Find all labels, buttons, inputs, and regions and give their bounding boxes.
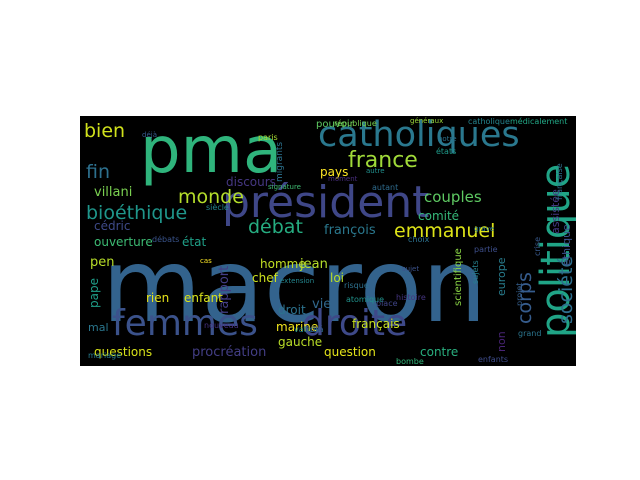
cloud-word: homme [260,257,306,271]
cloud-word: marine [276,320,319,334]
cloud-word: enfant [184,291,223,305]
cloud-word: française [555,163,564,200]
cloud-word: mal [88,321,109,334]
cloud-word: france [348,148,418,173]
cloud-word: femmes [112,303,258,344]
cloud-word: droite [302,303,408,344]
cloud-word: pouvoir [316,119,354,130]
cloud-word: grand [518,329,542,338]
cloud-word: pma [140,116,283,188]
cloud-word: choix [408,235,430,244]
cloud-word: histoire [396,293,426,302]
cloud-word: éthique [560,224,573,266]
cloud-word: président [222,177,430,228]
cloud-word: république [334,119,377,128]
cloud-word: catholique [468,117,510,126]
cloud-word: déjà [142,131,157,139]
cloud-word: vatican [294,325,324,334]
cloud-word: moment [328,175,358,183]
cloud-word: question [324,345,376,359]
cloud-word: rapport [217,265,232,314]
cloud-word: jean [300,257,328,272]
cloud-word: contre [420,345,459,359]
cloud-word: bombe [396,357,424,366]
cloud-word: migrants [275,141,285,182]
cloud-word: loi [330,271,345,285]
cloud-word: atomique [346,295,385,304]
cloud-word: bien [84,120,126,142]
cloud-word: débat [248,216,303,238]
cloud-word: macron [102,227,487,346]
cloud-word: villani [94,185,133,200]
cloud-word: fin [86,161,111,183]
cloud-word: cédric [94,219,131,233]
cloud-word: médicalement [510,117,568,126]
cloud-word: monde [178,186,244,208]
cloud-word: droit [278,303,306,317]
cloud-word: vie [312,297,332,312]
cloud-word: mariage [88,351,122,360]
cloud-word: projet [515,282,524,306]
cloud-word: emmanuel [394,220,496,242]
cloud-word: grave [474,225,495,233]
cloud-word: europe [495,257,508,297]
cloud-word: sujets [471,260,480,284]
cloud-word: rien [146,291,170,305]
cloud-word: pen [90,255,115,270]
cloud-word: questions [94,345,153,359]
cloud-word: nouveau [204,321,239,330]
cloud-word: françois [324,223,376,238]
cloud-word: non [495,331,508,352]
cloud-word: scientifique [453,248,464,306]
cloud-word: pape [87,278,101,308]
cloud-word: risque [344,281,369,290]
cloud-word: partie [474,245,498,254]
cloud-word: comité [418,209,460,223]
cloud-word: bioéthique [86,202,188,224]
cloud-word: côté [306,325,324,334]
cloud-word: autre [366,167,385,175]
cloud-word: extension [280,277,315,285]
cloud-word: états [436,147,457,156]
cloud-word: gauche [278,335,323,349]
cloud-word: signature [268,183,301,191]
cloud-word: français [352,317,400,331]
cloud-word: crise [533,237,542,256]
word-cloud: macron pma président catholiques femmes droit… [80,116,576,366]
cloud-word: cas [200,257,212,265]
cloud-word: chef [252,271,278,285]
cloud-word: débats [152,235,180,244]
cloud-word: catholiques [318,116,520,155]
cloud-word: sujet [402,265,420,273]
cloud-word: place [376,299,398,308]
cloud-word: procréation [192,345,267,360]
cloud-word: société [555,255,576,324]
cloud-word: couples [424,188,482,206]
cloud-word: pays [320,165,349,179]
cloud-word: autant [372,183,399,192]
cloud-word: siècle [206,203,229,212]
cloud-word: paris [258,133,278,142]
cloud-word: généraux [410,117,444,125]
cloud-word: enfants [478,355,509,364]
cloud-word: discours [226,175,276,189]
cloud-word: ouverture [94,235,153,249]
cloud-word: état [182,235,207,249]
cloud-word: notre [438,135,457,143]
